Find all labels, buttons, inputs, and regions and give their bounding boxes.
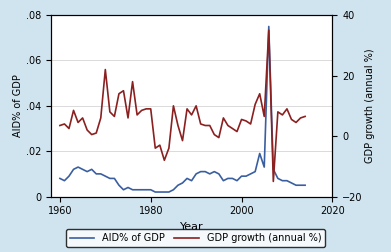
GDP growth (annual %) bbox=[285, 107, 289, 110]
GDP growth (annual %) bbox=[303, 115, 307, 118]
AID% of GDP bbox=[57, 177, 62, 180]
GDP growth (annual %) bbox=[103, 68, 108, 71]
Line: GDP growth (annual %): GDP growth (annual %) bbox=[60, 30, 305, 181]
GDP growth (annual %) bbox=[298, 116, 303, 119]
AID% of GDP bbox=[298, 184, 303, 187]
AID% of GDP bbox=[266, 25, 271, 28]
X-axis label: Year: Year bbox=[180, 222, 203, 232]
AID% of GDP bbox=[303, 184, 307, 187]
GDP growth (annual %) bbox=[57, 124, 62, 127]
GDP growth (annual %) bbox=[266, 29, 271, 32]
GDP growth (annual %) bbox=[148, 107, 153, 110]
AID% of GDP bbox=[285, 179, 289, 182]
Y-axis label: GDP growth (annual %): GDP growth (annual %) bbox=[365, 49, 375, 163]
Legend: AID% of GDP, GDP growth (annual %): AID% of GDP, GDP growth (annual %) bbox=[66, 229, 325, 247]
Line: AID% of GDP: AID% of GDP bbox=[60, 26, 305, 192]
GDP growth (annual %) bbox=[271, 180, 276, 183]
GDP growth (annual %) bbox=[117, 92, 121, 95]
AID% of GDP bbox=[117, 184, 121, 187]
Y-axis label: AID% of GDP: AID% of GDP bbox=[13, 74, 23, 137]
AID% of GDP bbox=[85, 170, 90, 173]
AID% of GDP bbox=[148, 188, 153, 191]
GDP growth (annual %) bbox=[85, 129, 90, 132]
AID% of GDP bbox=[153, 191, 158, 194]
AID% of GDP bbox=[103, 175, 108, 178]
